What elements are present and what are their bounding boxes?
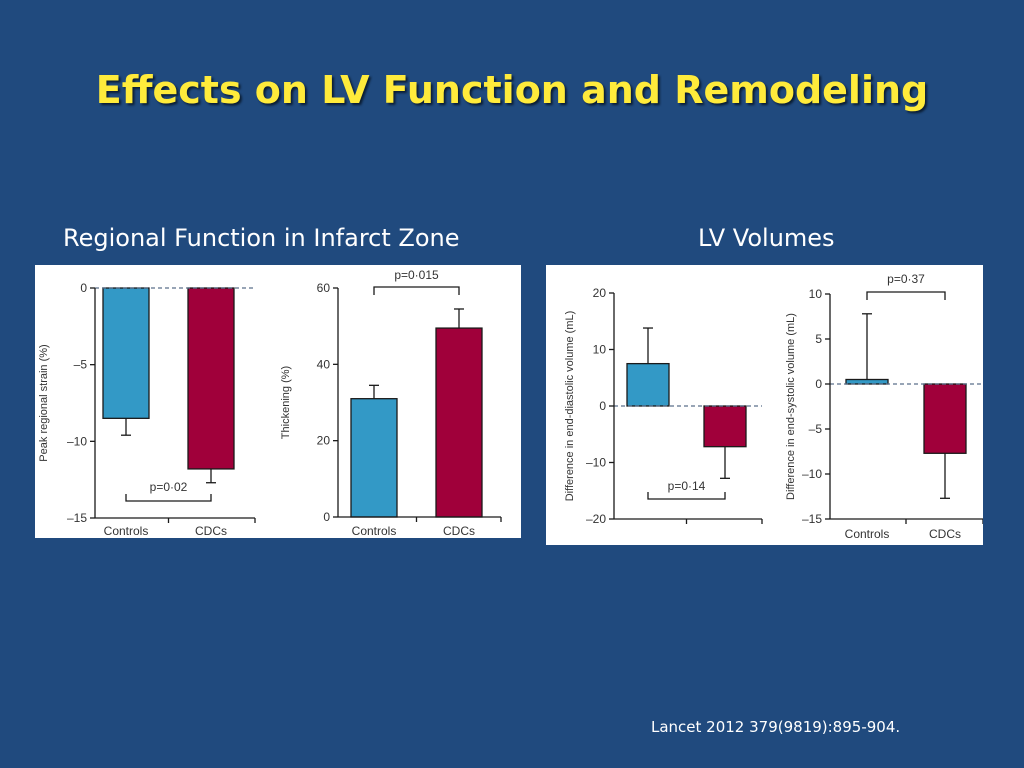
section-title-lv-volumes: LV Volumes <box>698 224 835 252</box>
significance-bracket <box>866 291 946 300</box>
y-tick-label: –15 <box>802 512 822 526</box>
significance-bracket <box>373 286 460 295</box>
category-label-cdcs: CDCs <box>443 524 475 538</box>
y-tick-label: 40 <box>317 357 331 371</box>
section-title-regional-function: Regional Function in Infarct Zone <box>63 224 460 252</box>
p-value-label: p=0·02 <box>150 480 188 494</box>
category-label-cdcs: CDCs <box>195 524 227 538</box>
p-value-label: p=0·37 <box>887 272 925 286</box>
bar-controls <box>626 362 670 407</box>
peak-strain-chart: 0 –5 –10 –15 Controls CDCs Peak regional strai… <box>38 281 256 538</box>
y-tick-label: 0 <box>80 281 87 295</box>
y-tick-label: –20 <box>586 512 606 526</box>
category-label-controls: Controls <box>845 527 890 541</box>
y-tick-label: 0 <box>815 377 822 391</box>
category-label-controls: Controls <box>352 524 397 538</box>
lv-volumes-charts: 20 10 0 –10 –20 Difference in end-diastolic v… <box>564 272 983 541</box>
category-label-cdcs: CDCs <box>929 527 961 541</box>
y-axis-label: Difference in end-systolic volume (mL) <box>785 313 797 500</box>
y-axis-label: Thickening (%) <box>280 366 292 439</box>
y-axis-label: Difference in end-diastolic volume (mL) <box>564 311 576 502</box>
y-tick-label: 0 <box>599 399 606 413</box>
slide-title: Effects on LV Function and Remodeling <box>95 68 929 112</box>
bar-cdcs <box>187 287 235 470</box>
y-tick-label: –15 <box>67 511 87 525</box>
citation: Lancet 2012 379(9819):895-904. <box>651 718 901 736</box>
p-value-label: p=0·015 <box>394 268 439 282</box>
lv-volumes-panel: 20 10 0 –10 –20 Difference in end-diastolic v… <box>546 265 983 545</box>
thickening-chart: 0 20 40 60 Controls CDCs Thickening (%) p=0·015 <box>280 268 502 538</box>
y-tick-label: 5 <box>815 332 822 346</box>
esv-difference-chart: 10 5 0 –5 –10 –15 Controls CDCs Difference in en… <box>785 272 983 541</box>
y-tick-label: 20 <box>593 286 607 300</box>
y-tick-label: –5 <box>809 422 823 436</box>
regional-function-panel: 0 –5 –10 –15 Controls CDCs Peak regional strai… <box>35 265 521 538</box>
p-value-label: p=0·14 <box>668 479 706 493</box>
bar-controls <box>102 287 150 419</box>
y-tick-label: 10 <box>809 287 823 301</box>
y-tick-label: –10 <box>802 467 822 481</box>
regional-function-charts: 0 –5 –10 –15 Controls CDCs Peak regional strai… <box>38 268 502 538</box>
y-tick-label: 20 <box>317 434 331 448</box>
edv-difference-chart: 20 10 0 –10 –20 Difference in end-diastolic v… <box>564 286 763 526</box>
significance-bracket <box>125 494 212 502</box>
bar-controls <box>845 378 889 385</box>
y-tick-label: –10 <box>586 456 606 470</box>
bar-controls <box>350 398 398 518</box>
bar-cdcs <box>435 327 483 518</box>
bar-cdcs <box>923 383 967 454</box>
y-tick-label: 0 <box>323 510 330 524</box>
y-tick-label: –5 <box>74 358 88 372</box>
category-label-controls: Controls <box>104 524 149 538</box>
bar-cdcs <box>703 405 747 448</box>
y-tick-label: 60 <box>317 281 331 295</box>
significance-bracket <box>647 492 726 500</box>
y-axis-label: Peak regional strain (%) <box>38 344 50 461</box>
y-tick-label: –10 <box>67 434 87 448</box>
y-tick-label: 10 <box>593 343 607 357</box>
